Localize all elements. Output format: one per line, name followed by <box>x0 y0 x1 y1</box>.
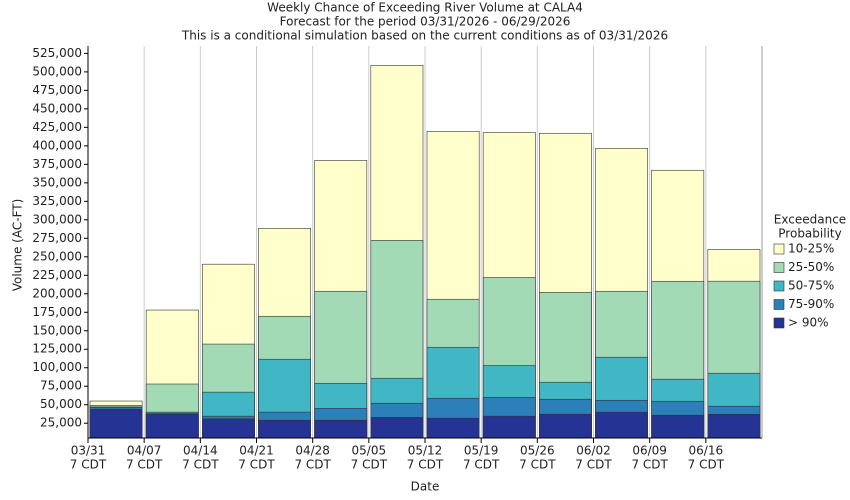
y-tick-label: 525,000 <box>32 46 82 60</box>
x-tick-label: 06/09 <box>632 444 667 458</box>
legend-label: 75-90% <box>788 297 834 311</box>
y-tick-label: 200,000 <box>32 286 82 300</box>
x-tick-label: 05/19 <box>464 444 499 458</box>
x-tick-sublabel: 7 CDT <box>182 458 219 472</box>
chart-subtitle: Forecast for the period 03/31/2026 - 06/… <box>280 15 571 29</box>
legend-label: 10-25% <box>788 242 834 256</box>
x-tick-sublabel: 7 CDT <box>294 458 331 472</box>
legend-label: > 90% <box>788 316 829 330</box>
y-tick-label: 25,000 <box>40 416 82 430</box>
legend-label: 25-50% <box>788 260 834 274</box>
bar <box>426 417 480 439</box>
y-tick-label: 450,000 <box>32 101 82 115</box>
bar <box>651 414 705 439</box>
y-axis-label: Volume (AC-FT) <box>11 199 25 292</box>
bar <box>145 414 199 439</box>
legend-label: 50-75% <box>788 279 834 293</box>
legend-title: Probability <box>778 227 841 241</box>
legend-swatch <box>773 317 785 329</box>
x-tick-label: 06/16 <box>689 444 724 458</box>
bar <box>595 411 648 439</box>
bar <box>707 414 761 439</box>
x-tick-sublabel: 7 CDT <box>407 458 444 472</box>
y-tick-label: 150,000 <box>32 323 82 337</box>
x-tick-label: 05/05 <box>352 444 387 458</box>
y-tick-label: 75,000 <box>40 379 82 393</box>
x-tick-label: 03/31 <box>71 444 106 458</box>
legend-swatch <box>773 262 785 273</box>
x-tick-label: 04/28 <box>295 444 330 458</box>
y-tick-label: 250,000 <box>32 249 82 263</box>
bar <box>258 419 311 439</box>
y-tick-label: 350,000 <box>32 175 82 189</box>
y-tick-label: 475,000 <box>32 83 82 97</box>
bar <box>482 415 536 439</box>
y-tick-label: 300,000 <box>32 212 82 226</box>
y-tick-label: 425,000 <box>32 120 82 134</box>
x-tick-sublabel: 7 CDT <box>575 458 612 472</box>
x-tick-sublabel: 7 CDT <box>688 458 725 472</box>
chart-title: Weekly Chance of Exceeding River Volume … <box>267 1 583 15</box>
chart-subtitle: This is a conditional simulation based o… <box>181 29 668 43</box>
bar <box>370 416 424 439</box>
x-axis-label: Date <box>411 480 440 494</box>
bar <box>539 413 592 439</box>
x-tick-sublabel: 7 CDT <box>238 458 275 472</box>
x-tick-sublabel: 7 CDT <box>126 458 163 472</box>
y-tick-label: 325,000 <box>32 194 82 208</box>
y-tick-label: 275,000 <box>32 231 82 245</box>
y-tick-label: 500,000 <box>32 64 82 78</box>
y-tick-label: 125,000 <box>32 342 82 356</box>
x-tick-label: 05/12 <box>408 444 443 458</box>
legend-swatch <box>773 243 785 255</box>
x-tick-label: 05/26 <box>520 444 555 458</box>
x-tick-sublabel: 7 CDT <box>70 458 107 472</box>
y-tick-label: 100,000 <box>32 360 82 374</box>
y-tick-label: 400,000 <box>32 138 82 152</box>
x-tick-sublabel: 7 CDT <box>351 458 388 472</box>
x-tick-sublabel: 7 CDT <box>463 458 500 472</box>
x-tick-label: 06/02 <box>576 444 611 458</box>
x-tick-label: 04/07 <box>127 444 162 458</box>
y-tick-label: 375,000 <box>32 157 82 171</box>
y-tick-label: 175,000 <box>32 305 82 319</box>
x-tick-sublabel: 7 CDT <box>519 458 556 472</box>
x-tick-label: 04/21 <box>239 444 274 458</box>
legend-swatch <box>773 280 785 292</box>
y-tick-label: 50,000 <box>40 397 82 411</box>
legend-title: Exceedance <box>774 213 846 227</box>
x-tick-sublabel: 7 CDT <box>631 458 668 472</box>
legend-swatch <box>773 299 785 310</box>
bar <box>314 419 368 439</box>
y-tick-label: 225,000 <box>32 268 82 282</box>
bar <box>202 418 255 439</box>
x-tick-label: 04/14 <box>183 444 218 458</box>
bar <box>89 408 143 439</box>
